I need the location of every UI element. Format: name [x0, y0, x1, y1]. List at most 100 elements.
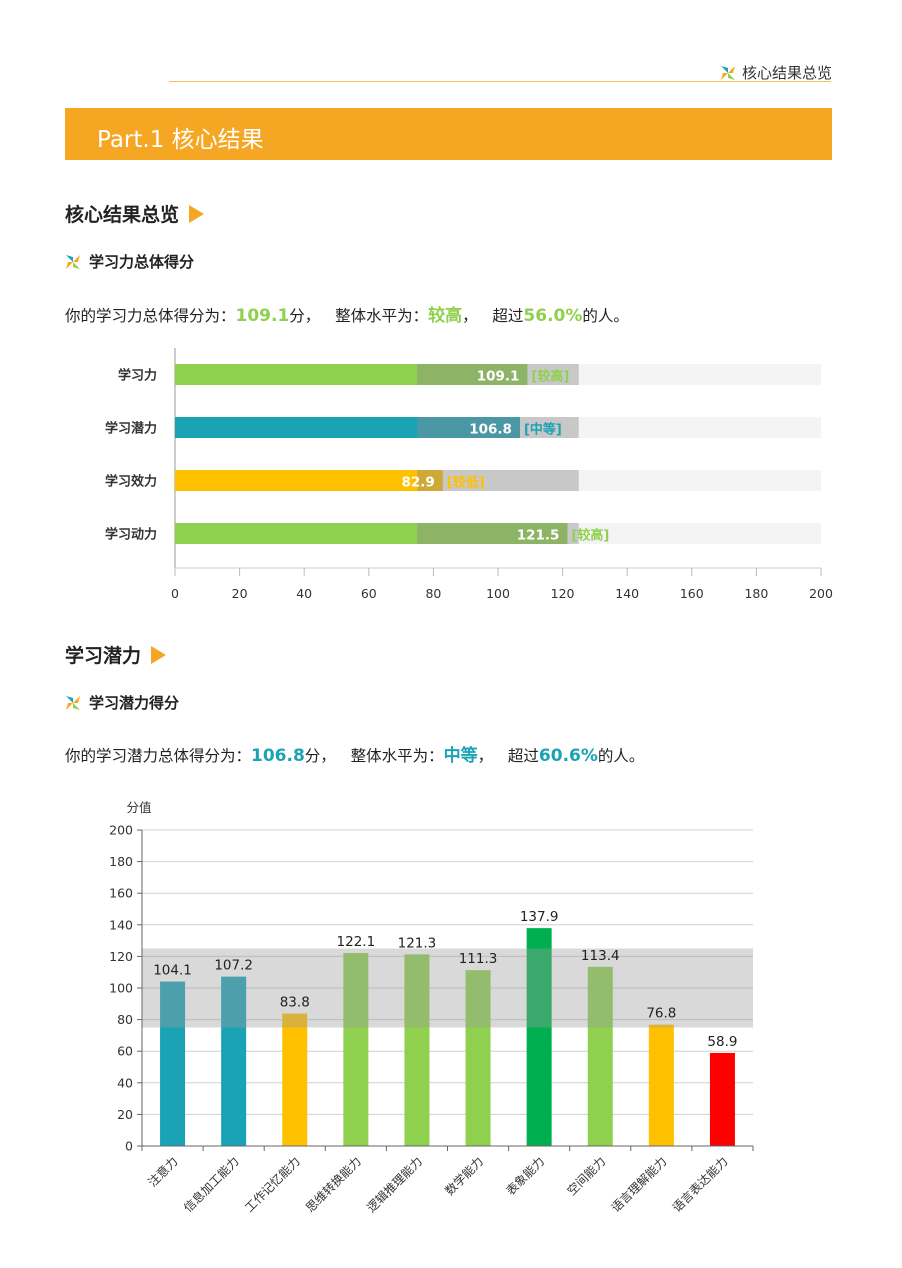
section-title-core-label: 核心结果总览 [65, 204, 180, 226]
summary-prefix: 你的学习力总体得分为： [65, 307, 236, 325]
pinwheel-icon [66, 695, 80, 710]
category-label: 学习力 [118, 368, 157, 384]
part-banner: Part.1 核心结果 [65, 108, 832, 160]
level-label: [较高] [531, 369, 569, 385]
bar [465, 970, 491, 1146]
summary-unit: 分， [289, 307, 321, 325]
summary-level: 中等 [443, 746, 478, 766]
section-title-potential-label: 学习潜力 [65, 645, 142, 667]
summary-level-prefix: 整体水平为： [350, 747, 444, 765]
reference-band [417, 364, 579, 385]
y-tick-label: 80 [117, 1012, 133, 1027]
play-triangle-icon [151, 645, 167, 664]
x-tick-label: 60 [361, 586, 377, 601]
data-label: 104.1 [153, 963, 192, 979]
x-tick-label: 120 [551, 586, 575, 601]
data-label: 137.9 [520, 909, 559, 925]
bar [709, 1052, 735, 1146]
x-tick-label: 180 [744, 586, 768, 601]
data-label: 106.8 [469, 422, 512, 438]
level-label: [较高] [571, 528, 609, 544]
category-label: 语言表达能力 [670, 1154, 731, 1215]
category-label: 学习动力 [105, 527, 157, 543]
bar [282, 1013, 308, 1146]
data-label: 58.9 [707, 1034, 737, 1050]
play-triangle-icon [189, 204, 205, 223]
learning-ability-bar-chart: 学习力 109.1 [较高] 学习潜力 106.8 [中等] 学习效力 82.9 [较低] 学习动… [105, 348, 833, 601]
section-title-core: 核心结果总览 [65, 200, 205, 227]
summary-exceed-prefix: 超过 [507, 747, 539, 765]
category-label: 注意力 [145, 1154, 181, 1190]
bar [175, 470, 443, 491]
data-label: 83.8 [280, 995, 310, 1011]
summary-learning-potential: 你的学习潜力总体得分为：106.8分， 整体水平为：中等， 超过60.6%的人。 [65, 741, 644, 766]
x-tick-label: 0 [171, 586, 179, 601]
subtitle-potential-score: 学习潜力得分 [65, 692, 179, 713]
summary-level-suffix: ， [462, 307, 478, 325]
level-label: [较低] [447, 475, 485, 491]
y-tick-label: 200 [109, 823, 133, 838]
summary-percent: 60.6% [538, 746, 598, 766]
y-tick-label: 40 [117, 1075, 133, 1090]
x-tick-label: 80 [425, 586, 441, 601]
reference-band [417, 470, 579, 491]
data-label: 121.5 [517, 528, 560, 544]
y-tick-label: 140 [109, 917, 133, 932]
summary-prefix: 你的学习潜力总体得分为： [65, 747, 252, 765]
summary-learning-ability: 你的学习力总体得分为：109.1分， 整体水平为：较高， 超过56.0%的人。 [65, 301, 629, 326]
bar [175, 417, 520, 438]
category-label: 信息加工能力 [180, 1154, 242, 1216]
summary-unit: 分， [304, 747, 336, 765]
y-tick-label: 180 [109, 854, 133, 869]
x-tick-label: 140 [615, 586, 639, 601]
category-label: 表象能力 [503, 1154, 547, 1198]
category-label: 空间能力 [565, 1154, 609, 1198]
banner-title: Part.1 核心结果 [97, 127, 264, 153]
category-label: 逻辑推理能力 [364, 1154, 425, 1215]
summary-level-suffix: ， [477, 747, 494, 765]
bar [175, 364, 528, 385]
y-tick-label: 100 [109, 981, 133, 996]
subtitle-total-score-label: 学习力总体得分 [89, 253, 195, 271]
reference-band [417, 417, 579, 438]
pinwheel-icon [66, 254, 80, 269]
bar [526, 928, 552, 1146]
x-tick-label: 40 [296, 586, 312, 601]
header-tag-label: 核心结果总览 [741, 64, 832, 82]
header-tag: 核心结果总览 [720, 62, 832, 83]
summary-suffix: 的人。 [597, 747, 645, 765]
data-label: 122.1 [337, 934, 376, 950]
section-title-potential: 学习潜力 [65, 641, 167, 668]
category-label: 思维转换能力 [302, 1154, 364, 1216]
bar [648, 1024, 674, 1146]
bar [587, 966, 613, 1146]
data-label: 107.2 [214, 958, 253, 974]
y-tick-label: 0 [125, 1139, 133, 1154]
y-tick-label: 120 [109, 949, 133, 964]
bar [404, 954, 430, 1146]
bar [160, 981, 186, 1146]
data-label: 111.3 [459, 951, 498, 967]
reference-band [417, 523, 579, 544]
data-label: 82.9 [401, 475, 434, 491]
category-label: 学习潜力 [105, 421, 157, 437]
summary-suffix: 的人。 [582, 307, 629, 325]
subtitle-total-score: 学习力总体得分 [65, 251, 194, 272]
category-label: 工作记忆能力 [242, 1154, 303, 1215]
y-tick-label: 160 [109, 886, 133, 901]
learning-potential-bar-chart: 分值 0 20 40 60 80 100 120 140 160 180 200 104.1 注意力 107… [109, 800, 754, 1216]
x-tick-label: 20 [232, 586, 248, 601]
data-label: 113.4 [581, 948, 620, 964]
pinwheel-icon [720, 65, 735, 80]
data-label: 109.1 [477, 369, 520, 385]
category-label: 学习效力 [105, 474, 157, 490]
header-rule [169, 81, 831, 82]
summary-percent: 56.0% [523, 306, 583, 326]
x-tick-label: 100 [486, 586, 510, 601]
level-label: [中等] [524, 422, 562, 438]
bar [175, 523, 568, 544]
y-tick-label: 20 [117, 1107, 133, 1122]
category-label: 语言理解能力 [609, 1154, 670, 1215]
data-label: 76.8 [646, 1006, 676, 1022]
summary-exceed-prefix: 超过 [492, 307, 524, 325]
